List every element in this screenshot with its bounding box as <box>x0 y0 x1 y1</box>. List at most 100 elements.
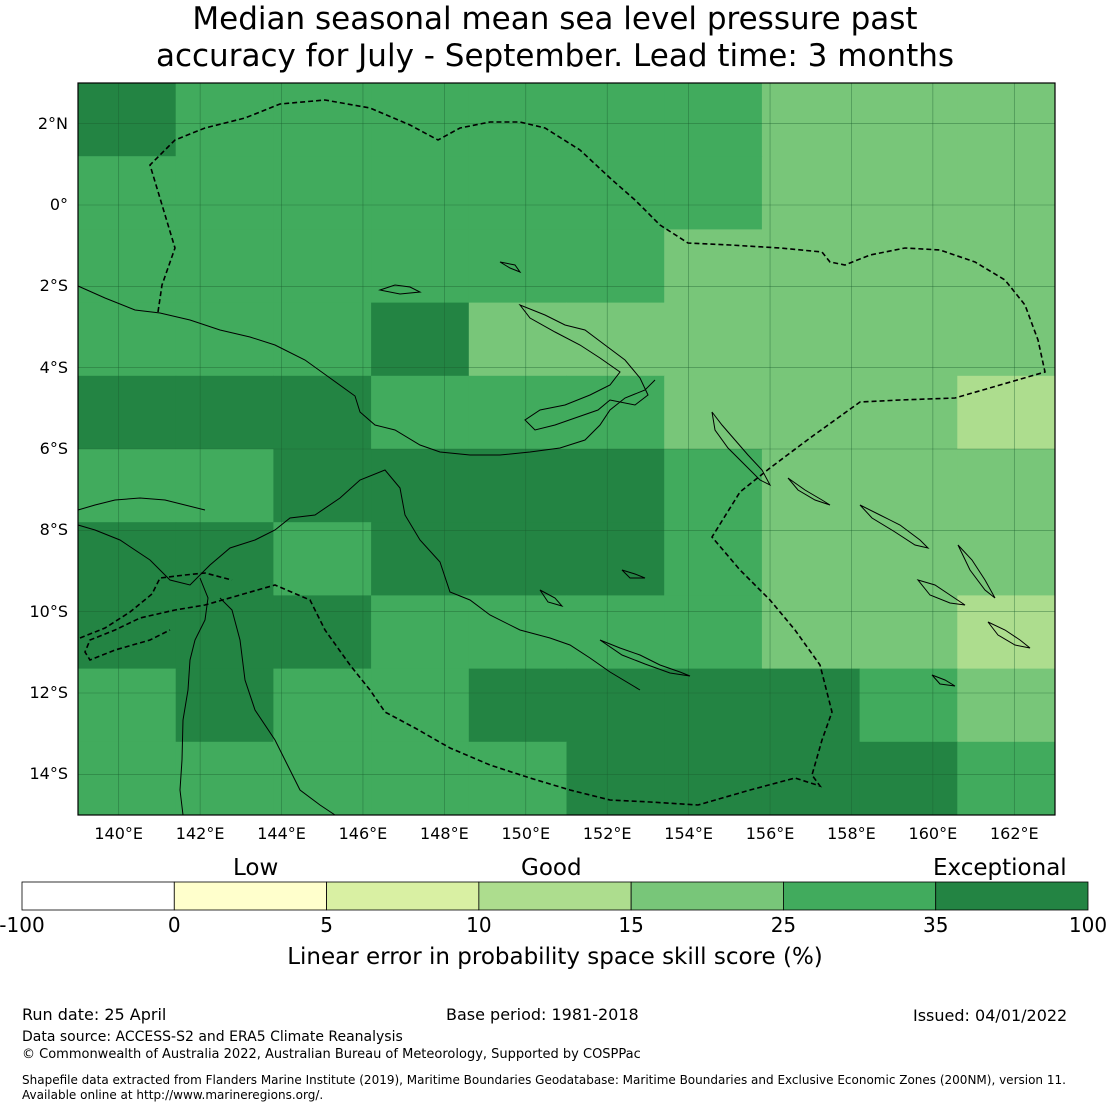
skill-cell <box>859 595 958 670</box>
skill-cell <box>175 449 274 523</box>
skill-cell <box>175 668 274 743</box>
colorbar-bin <box>630 881 784 911</box>
skill-cell <box>371 83 470 157</box>
skill-cell <box>468 83 567 157</box>
skill-cell <box>859 156 958 230</box>
colorbar-tick-label: 100 <box>1068 913 1108 937</box>
colorbar-tick-label: 10 <box>466 913 492 937</box>
skill-cell <box>761 595 861 670</box>
skill-cell <box>175 741 274 816</box>
skill-cell <box>468 375 567 450</box>
skill-cell <box>371 229 470 304</box>
skill-cell <box>566 741 665 816</box>
colorbar-bin <box>21 881 175 911</box>
skill-cell <box>273 741 372 816</box>
colorbar-bin <box>326 881 480 911</box>
latitude-tick-label: 2°S <box>39 276 68 296</box>
skill-cell <box>761 229 861 304</box>
skill-cell <box>371 375 470 450</box>
skill-cell <box>78 83 177 157</box>
issued-date: Issued: 04/01/2022 <box>913 1006 1068 1025</box>
skill-grid <box>78 83 1056 816</box>
run-date: Run date: 25 April <box>22 1005 167 1024</box>
skill-cell <box>78 595 177 670</box>
skill-cell <box>78 449 177 523</box>
cape-york-peninsula <box>179 577 336 816</box>
solomon-islands-central <box>859 504 930 549</box>
skill-cell <box>468 668 567 743</box>
skill-cell <box>273 522 372 596</box>
new-britain-island <box>518 303 649 431</box>
colorbar-bin <box>478 881 632 911</box>
skill-cell <box>78 156 177 230</box>
latitude-tick-label: 12°S <box>29 683 68 702</box>
colorbar-bin <box>783 881 937 911</box>
skill-cell <box>273 668 372 743</box>
new-guinea-south-coast <box>77 469 641 691</box>
colorbar-title: Linear error in probability space skill … <box>287 944 823 970</box>
skill-cell <box>371 302 470 377</box>
shapefile-credit-line2: Available online at http://www.marinereg… <box>22 1088 324 1102</box>
longitude-tick-label: 148°E <box>420 824 469 843</box>
skill-cell <box>566 229 665 304</box>
admiralty-islands <box>378 284 422 295</box>
skill-cell <box>761 522 861 596</box>
longitude-tick-label: 162°E <box>989 824 1039 843</box>
longitude-tick-label: 156°E <box>745 824 795 843</box>
skill-cell <box>957 449 1056 523</box>
skill-cell <box>664 83 763 157</box>
skill-cell <box>371 522 470 596</box>
colorbar-tick-label: 15 <box>618 913 644 937</box>
colorbar-category-low: Low <box>233 855 279 881</box>
skill-cell <box>273 595 372 670</box>
skill-cell <box>859 449 958 523</box>
skill-cell <box>273 375 372 450</box>
skill-cell <box>566 375 665 450</box>
skill-cell <box>859 375 958 450</box>
skill-cell <box>664 741 763 816</box>
skill-cell <box>761 741 861 816</box>
skill-cell <box>957 741 1056 816</box>
longitude-tick-label: 150°E <box>501 824 551 843</box>
colorbar-tick-label: 5 <box>320 913 333 937</box>
shapefile-credit-line1: Shapefile data extracted from Flanders M… <box>22 1073 1066 1087</box>
png-australia-boundary <box>79 572 233 639</box>
skill-cell <box>273 229 372 304</box>
latitude-tick-label: 4°S <box>39 357 68 377</box>
eez-boundaries <box>79 99 1046 806</box>
colorbar-tick-label: 0 <box>167 913 181 937</box>
bougainville-island <box>711 411 772 487</box>
skill-cell <box>859 302 958 377</box>
colorbar-bin <box>935 881 1089 911</box>
skill-cell <box>957 302 1056 377</box>
skill-cell <box>78 302 177 377</box>
colorbar-category-exceptional: Exceptional <box>933 855 1067 881</box>
skill-cell <box>566 156 665 230</box>
longitude-tick-label: 142°E <box>175 824 225 843</box>
guadalcanal-island <box>916 579 966 606</box>
skill-cell <box>566 668 665 743</box>
louisiade-archipelago <box>599 639 691 677</box>
longitude-tick-label: 158°E <box>827 824 876 843</box>
skill-cell <box>957 156 1056 230</box>
skill-cell <box>859 668 958 743</box>
longitude-tick-label: 152°E <box>582 824 632 843</box>
map-gridlines <box>78 83 1055 815</box>
skill-cell <box>761 668 861 743</box>
skill-cell <box>664 449 763 523</box>
skill-cell <box>566 302 665 377</box>
longitude-tick-label: 160°E <box>908 824 958 843</box>
skill-cell <box>859 229 958 304</box>
colorbar-category-good: Good <box>521 855 582 881</box>
colorbar <box>21 881 1089 911</box>
skill-cell <box>371 156 470 230</box>
base-period: Base period: 1981-2018 <box>446 1005 639 1024</box>
skill-cell <box>273 449 372 523</box>
new-ireland-island <box>499 261 522 274</box>
woodlark-island <box>621 569 646 579</box>
skill-cell <box>175 229 274 304</box>
skill-cell <box>664 522 763 596</box>
skill-cell <box>957 229 1056 304</box>
skill-cell <box>468 302 567 377</box>
